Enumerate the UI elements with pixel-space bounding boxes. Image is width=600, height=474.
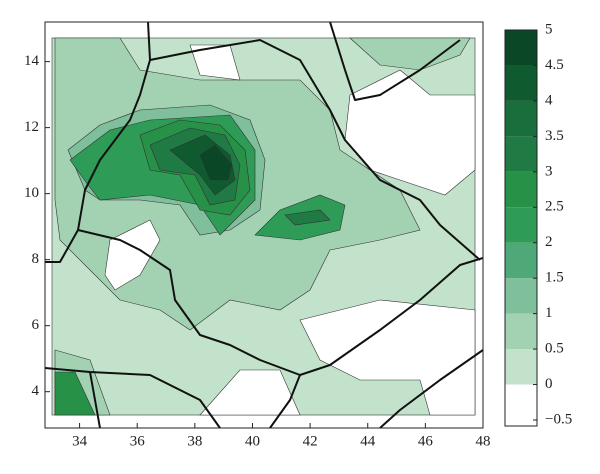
colorbar-tick-label: 3 (545, 163, 553, 179)
contour-region (199, 144, 233, 181)
colorbar-band (505, 136, 537, 172)
x-tick-label: 34 (72, 433, 88, 449)
x-tick-label: 36 (130, 433, 146, 449)
colorbar-tick-label: 1.5 (545, 270, 564, 286)
colorbar-band (505, 207, 537, 243)
country-border (45, 22, 151, 263)
y-tick-label: 12 (24, 119, 39, 135)
y-tick-label: 6 (32, 317, 40, 333)
y-tick-label: 14 (24, 53, 40, 69)
x-tick-label: 40 (245, 433, 260, 449)
country-border (89, 371, 101, 428)
colorbar-band (505, 100, 537, 137)
colorbar-band (505, 171, 537, 208)
colorbar-band (505, 384, 537, 420)
country-border (329, 22, 461, 101)
colorbar-tick-label: 1 (545, 305, 553, 321)
contour-map (45, 22, 483, 428)
colorbar-tick-label: 4.5 (545, 57, 564, 73)
colorbar-tick-label: 5 (545, 21, 553, 37)
x-tick-label: 48 (476, 433, 491, 449)
colorbar-band (505, 65, 537, 101)
x-tick-label: 42 (303, 433, 318, 449)
colorbar-band (505, 278, 537, 314)
country-border (77, 229, 483, 376)
x-tick-label: 38 (187, 433, 202, 449)
colorbar-tick-label: 4 (545, 92, 553, 108)
country-border (379, 349, 483, 428)
colorbar-tick-label: 0.5 (545, 341, 564, 357)
contour-region (189, 44, 241, 81)
colorbar-tick-label: 0 (545, 376, 553, 392)
colorbar-band (505, 349, 537, 385)
colorbar-tick-label: 3.5 (545, 128, 564, 144)
x-tick-label: 46 (418, 433, 434, 449)
x-tick-label: 44 (360, 433, 376, 449)
country-border (149, 39, 481, 261)
colorbar: −0.5 0 0.5 1 1.5 2 2.5 3 3.5 4 4.5 5 (504, 21, 572, 427)
country-border (269, 374, 301, 428)
colorbar-band (505, 313, 537, 350)
country-border (45, 367, 221, 428)
colorbar-tick-label: −0.5 (545, 411, 572, 427)
y-tick-label: 8 (32, 251, 40, 267)
colorbar-frame (504, 29, 538, 427)
contour-region (284, 209, 331, 226)
colorbar-band (505, 30, 537, 66)
colorbar-tick-label: 2.5 (545, 199, 564, 215)
contour-region (349, 37, 471, 71)
contour-region (54, 371, 96, 416)
plot-frame (44, 21, 484, 429)
contour-region (199, 369, 301, 416)
colorbar-tick-label: 2 (545, 234, 553, 250)
contour-region (104, 219, 161, 291)
colorbar-band (505, 242, 537, 279)
y-tick-label: 10 (24, 185, 39, 201)
y-tick-label: 4 (32, 383, 40, 399)
